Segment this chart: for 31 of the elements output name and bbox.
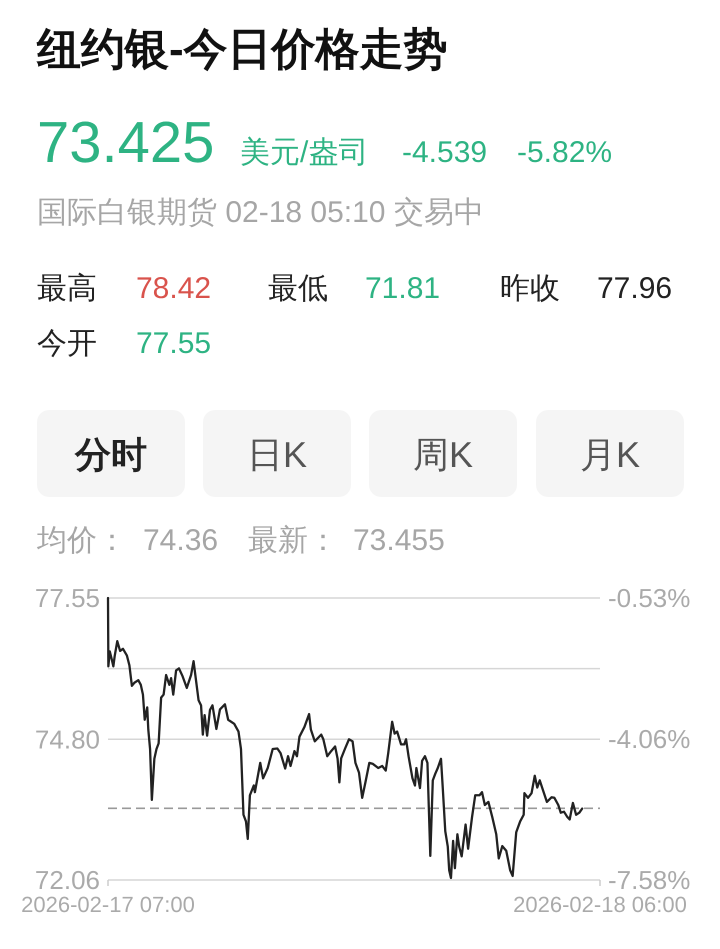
text: 月K: [580, 434, 640, 475]
text: 今开: [37, 327, 97, 360]
y-tick-label: 77.55: [34, 583, 100, 613]
text: 最高: [37, 272, 97, 305]
text: 73.455: [353, 524, 445, 557]
text: 分时: [74, 434, 147, 475]
chart-title: 纽约银-今日价格走势: [36, 25, 448, 74]
y2-tick-label: -7.58%: [608, 865, 690, 895]
line-series: [106, 596, 584, 880]
text: 77.55: [136, 327, 212, 360]
text: 77.96: [597, 272, 672, 305]
text: 71.81: [365, 272, 440, 305]
text: 美元/盎司: [240, 136, 368, 169]
text: 日K: [246, 434, 308, 475]
y-tick-label: 74.80: [34, 724, 100, 754]
text: 昨收: [500, 272, 560, 305]
text: 73.425: [37, 110, 214, 175]
y2-tick-label: -4.06%: [608, 724, 690, 754]
text: 最新：: [248, 524, 338, 557]
text: -4.539: [402, 136, 488, 169]
text: 国际白银期货 02-18 05:10 交易中: [37, 196, 484, 229]
x-tick-label: 2026-02-17 07:00: [21, 892, 195, 917]
y2-tick-label: -0.53%: [608, 583, 690, 613]
text: 均价：: [36, 524, 127, 557]
y-tick-label: 72.06: [34, 865, 100, 895]
text: 周K: [412, 434, 474, 475]
text: -5.82%: [517, 136, 612, 169]
text: 最低: [268, 272, 328, 305]
text: 78.42: [136, 272, 212, 305]
x-tick-label: 2026-02-18 06:00: [513, 892, 687, 917]
text: 74.36: [143, 524, 218, 557]
